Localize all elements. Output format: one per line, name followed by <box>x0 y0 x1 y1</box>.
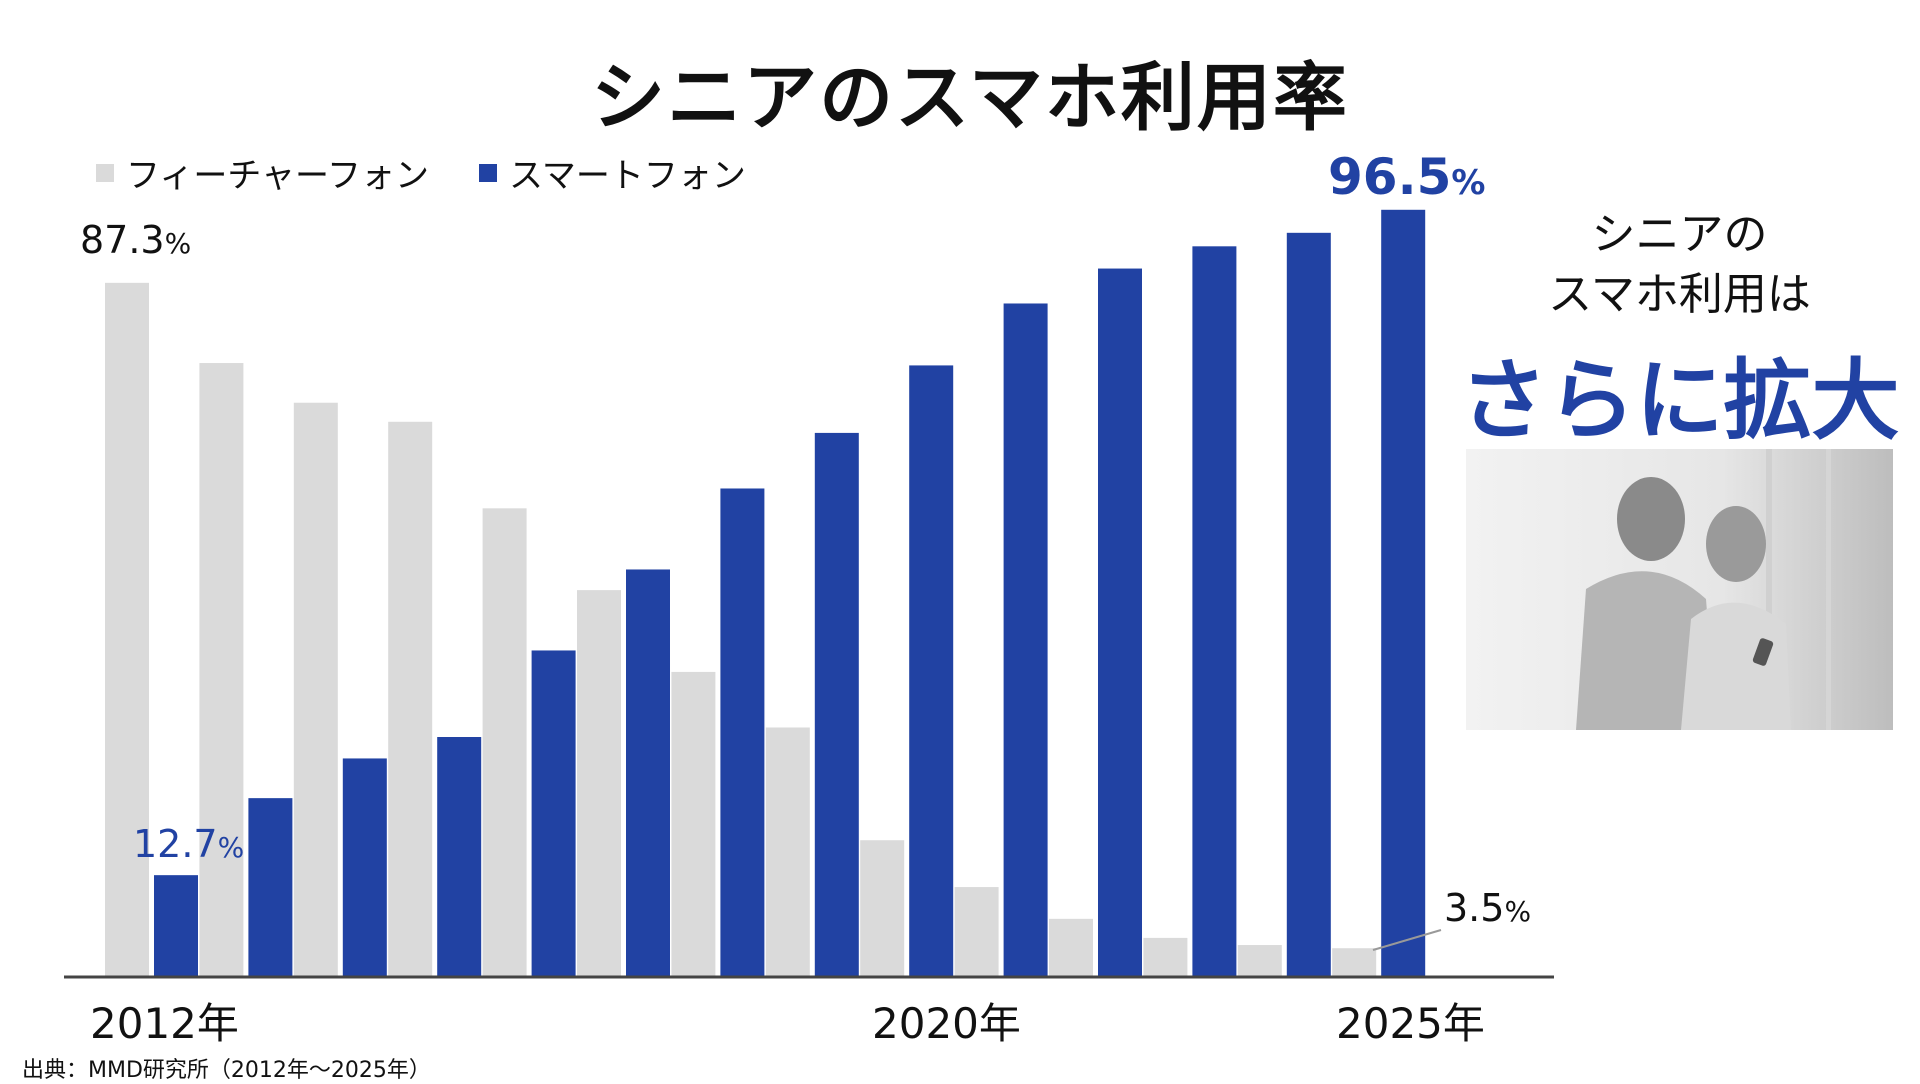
legend-swatch-feature <box>96 163 114 182</box>
chart-title: シニアのスマホ利用率 <box>591 55 1349 141</box>
legend-swatch-smart <box>478 163 497 182</box>
bar-featurephone-2020 <box>860 840 905 976</box>
bar-smartphone-2016 <box>531 650 576 976</box>
bar-smartphone-2023 <box>1192 246 1237 977</box>
bar-featurephone-2024 <box>1237 945 1282 976</box>
label-value: 3.5 <box>1444 886 1505 930</box>
bar-featurephone-2017 <box>577 590 621 976</box>
side-line-2: スマホ利用は <box>1548 269 1811 320</box>
bar-smartphone-2012 <box>154 875 198 976</box>
label-last-feature: 3.5% <box>1444 886 1531 930</box>
bar-smartphone-2013 <box>248 798 293 976</box>
bar-featurephone-2013 <box>199 363 244 977</box>
legend: フィーチャーフォン スマートフォン <box>96 148 782 197</box>
side-emphasis: さらに拡大 <box>1459 349 1900 452</box>
callout-leader-line <box>1372 929 1442 951</box>
label-last-smart: 96.5% <box>1328 148 1485 206</box>
x-tick-2025: 2025年 <box>1336 999 1485 1048</box>
bar-featurephone-2021 <box>954 887 999 976</box>
bar-featurephone-2023 <box>1143 937 1188 976</box>
label-first-feature: 87.3% <box>80 218 191 262</box>
x-tick-2020: 2020年 <box>872 999 1021 1048</box>
bar-featurephone-2016 <box>482 508 527 976</box>
bar-featurephone-2025 <box>1332 948 1377 976</box>
bar-smartphone-2020 <box>909 365 954 976</box>
bar-smartphone-2021 <box>1003 303 1048 976</box>
bar-smartphone-2022 <box>1098 268 1142 976</box>
bar-smartphone-2014 <box>342 758 387 976</box>
x-tick-2012: 2012年 <box>90 999 239 1048</box>
label-value: 96.5 <box>1328 148 1452 206</box>
bar-featurephone-2019 <box>765 727 810 976</box>
legend-label-feature: フィーチャーフォン <box>126 156 429 196</box>
label-value: 87.3 <box>80 218 165 262</box>
label-value: 12.7 <box>133 822 218 866</box>
label-first-smart: 12.7% <box>133 822 244 866</box>
label-unit: % <box>1451 163 1486 203</box>
senior-couple-photo <box>1466 449 1893 730</box>
bar-featurephone-2018 <box>671 671 716 976</box>
bar-smartphone-2018 <box>720 488 765 976</box>
bar-featurephone-2014 <box>293 402 338 976</box>
legend-label-smart: スマートフォン <box>508 156 746 196</box>
legend-item-smart: スマートフォン <box>478 148 746 197</box>
bar-smartphone-2019 <box>814 432 859 976</box>
label-unit: % <box>217 831 245 864</box>
bar-smartphone-2015 <box>437 737 482 976</box>
legend-item-feature: フィーチャーフォン <box>96 148 429 197</box>
side-caption: シニアの スマホ利用は <box>1466 205 1893 325</box>
bar-featurephone-2012 <box>105 282 149 976</box>
label-unit: % <box>1504 895 1532 928</box>
bar-smartphone-2024 <box>1286 232 1331 977</box>
source-note: 出典：MMD研究所（2012年〜2025年） <box>22 1058 431 1083</box>
bar-featurephone-2022 <box>1049 918 1093 976</box>
bar-featurephone-2015 <box>388 421 433 977</box>
bar-smartphone-2025 <box>1381 209 1426 977</box>
side-line-1: シニアの <box>1591 209 1768 260</box>
bar-smartphone-2017 <box>626 569 670 976</box>
label-unit: % <box>164 227 192 260</box>
